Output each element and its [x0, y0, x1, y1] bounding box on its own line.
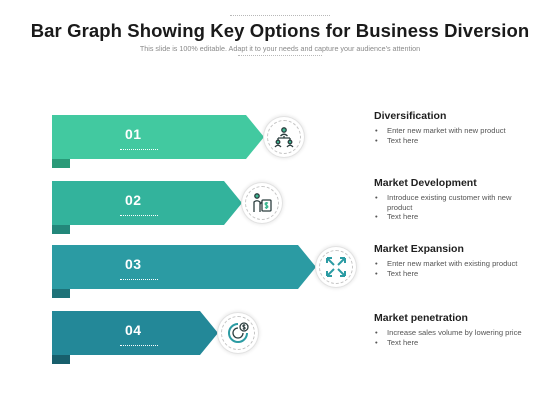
option-diversification: Diversification Enter new market with ne… [374, 110, 534, 145]
dollar-cycle-icon [228, 322, 249, 343]
presenter-dollar-icon [253, 193, 272, 212]
bar-number: 03 [125, 256, 142, 272]
expand-arrows-icon [326, 257, 346, 277]
bar-body [52, 181, 242, 225]
bar-number-underline [120, 345, 158, 346]
bar-02-icon-badge [242, 183, 282, 223]
option-bullet: Increase sales volume by lowering price [374, 328, 534, 338]
bar-number: 01 [125, 126, 142, 142]
option-bullets: Enter new market with existing product T… [374, 259, 534, 278]
option-bullet: Text here [374, 269, 534, 279]
page-title: Bar Graph Showing Key Options for Busine… [30, 20, 530, 41]
bar-04-icon-badge [218, 313, 258, 353]
option-bullets: Increase sales volume by lowering price … [374, 328, 534, 347]
bar-body [52, 311, 218, 355]
title-top-divider [230, 15, 330, 16]
option-bullets: Enter new market with new product Text h… [374, 126, 534, 145]
option-bullet: Introduce existing customer with new pro… [374, 193, 534, 212]
bar-01-icon-badge [264, 117, 304, 157]
option-heading: Market Expansion [374, 243, 464, 255]
bar-number: 02 [125, 192, 142, 208]
bar-number-underline [120, 215, 158, 216]
option-market-expansion: Market Expansion Enter new market with e… [374, 243, 534, 278]
option-bullet: Text here [374, 212, 534, 222]
business-team-icon [274, 127, 294, 148]
option-heading: Market Development [374, 177, 477, 189]
bar-number-underline [120, 149, 158, 150]
option-heading: Diversification [374, 110, 447, 122]
page-subtitle: This slide is 100% editable. Adapt it to… [139, 44, 421, 53]
bar-body [52, 245, 316, 289]
bar-03-icon-badge [316, 247, 356, 287]
option-market-penetration: Market penetration Increase sales volume… [374, 312, 534, 347]
bar-number-underline [120, 279, 158, 280]
option-bullet: Enter new market with existing product [374, 259, 534, 269]
option-bullet: Enter new market with new product [374, 126, 534, 136]
option-heading: Market penetration [374, 312, 468, 324]
option-bullet: Text here [374, 136, 534, 146]
subtitle-bottom-divider [238, 55, 322, 56]
bar-number: 04 [125, 322, 142, 338]
option-bullets: Introduce existing customer with new pro… [374, 193, 534, 222]
option-bullet: Text here [374, 338, 534, 348]
option-market-development: Market Development Introduce existing cu… [374, 177, 534, 222]
bar-body [52, 115, 264, 159]
